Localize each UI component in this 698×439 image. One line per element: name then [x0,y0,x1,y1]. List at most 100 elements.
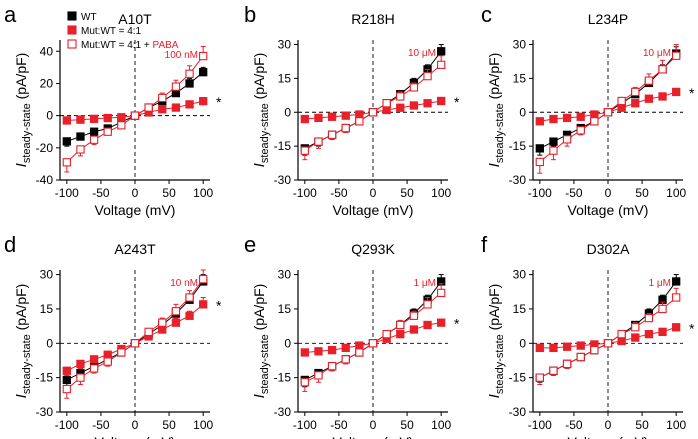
data-point [644,94,654,103]
legend: WT Mut:WT = 4:1 Mut:WT = 4:1 + PABA [67,11,179,51]
data-point [199,300,208,309]
data-point [158,105,167,114]
data-point [368,108,378,117]
y-tick-label: -20 [36,141,54,155]
y-label-unit: (pA/pF) [13,53,29,104]
data-point [590,117,599,126]
data-point [590,110,599,119]
y-label-unit: (pA/pF) [486,284,502,335]
x-tick-label: 100 [666,418,686,432]
x-tick-label: 50 [162,418,176,432]
data-point [603,339,613,348]
data-point [409,325,419,334]
data-point [396,92,405,101]
x-tick-label: 0 [605,186,612,200]
data-point [158,325,167,334]
x-tick-label: 0 [132,186,139,200]
data-point [62,116,71,125]
data-point [76,145,85,154]
y-tick-label: -15 [509,139,527,153]
panel-title: A10T [118,11,152,27]
data-point [562,113,572,123]
x-tick-label: 0 [132,418,139,432]
x-tick-label: -100 [528,418,552,432]
y-axis-label: Isteady-state (pA/pF) [13,284,33,399]
legend-marker [67,11,77,21]
y-axis-label: Isteady-state (pA/pF) [486,284,506,399]
x-axis-label: Voltage (mV) [333,202,414,218]
data-point [562,342,572,351]
x-axis-label: Voltage (mV) [95,202,176,218]
data-point [368,339,378,348]
series-line [304,281,442,381]
y-tick-label: 30 [40,268,54,282]
panel-title: D302A [587,241,630,257]
data-point [409,83,419,92]
y-label-unit: (pA/pF) [251,53,267,104]
data-point [314,113,323,123]
data-point [117,113,126,122]
series-open-red [62,45,208,173]
y-label-symbol: I [13,394,30,398]
x-tick-label: 50 [400,418,414,432]
data-point [658,92,667,101]
data-point [314,137,323,146]
data-point [603,108,613,117]
data-point [631,99,640,108]
x-tick-label: -50 [92,418,110,432]
data-point [549,114,558,124]
panel-letter: f [481,232,488,257]
data-point [631,333,640,342]
y-tick-label: 15 [278,302,292,316]
significance-star: * [689,320,695,336]
y-tick-label: -15 [36,371,54,385]
data-point [396,329,405,339]
y-tick-label: -30 [509,405,527,419]
concentration-label: 10 nM [170,278,198,289]
y-tick-label: -30 [36,405,54,419]
concentration-label: 10 μM [408,48,436,59]
y-label-symbol: I [251,163,268,167]
x-tick-label: 0 [370,186,377,200]
x-axis-label: Voltage (mV) [568,434,649,439]
x-tick-label: -100 [293,186,317,200]
data-point [341,111,350,120]
data-point [89,127,99,136]
data-point [341,343,350,353]
x-tick-label: -100 [528,186,552,200]
panel-e: e Q293K -30 -15 0 15 30 -100 -50 0 50 100 Voltage (m… [244,232,460,439]
data-point [62,384,71,394]
series-open-red [535,287,681,386]
data-point [341,123,350,133]
y-tick-label: -30 [274,173,292,187]
data-point [631,323,640,332]
data-point [617,336,626,346]
data-point [89,135,99,144]
series-line [539,297,677,379]
data-point [103,127,112,136]
y-tick-label: -15 [509,371,527,385]
data-point [644,329,654,339]
data-point [409,311,419,320]
data-point [437,60,446,69]
data-point [76,115,85,124]
panel-letter: a [4,2,17,27]
data-point [199,275,208,284]
data-point [300,114,309,124]
data-point [199,96,208,106]
panel-c: c L234P -30 -15 0 15 30 -100 -50 0 50 100 Voltage (m… [481,2,695,218]
data-point [396,103,405,112]
panel-f: f D302A -30 -15 0 15 30 -100 -50 0 50 100 Voltage (m… [481,232,695,439]
data-point [576,112,585,121]
series-line [66,281,204,381]
x-tick-label: 50 [635,186,649,200]
panel-title: R218H [351,11,395,27]
x-tick-label: -100 [55,418,79,432]
data-point [644,76,654,85]
data-point [437,288,446,298]
data-point [327,362,337,371]
data-point [103,113,112,123]
y-tick-label: 0 [46,336,53,350]
series-filled-red [62,96,208,125]
data-point [672,293,681,302]
